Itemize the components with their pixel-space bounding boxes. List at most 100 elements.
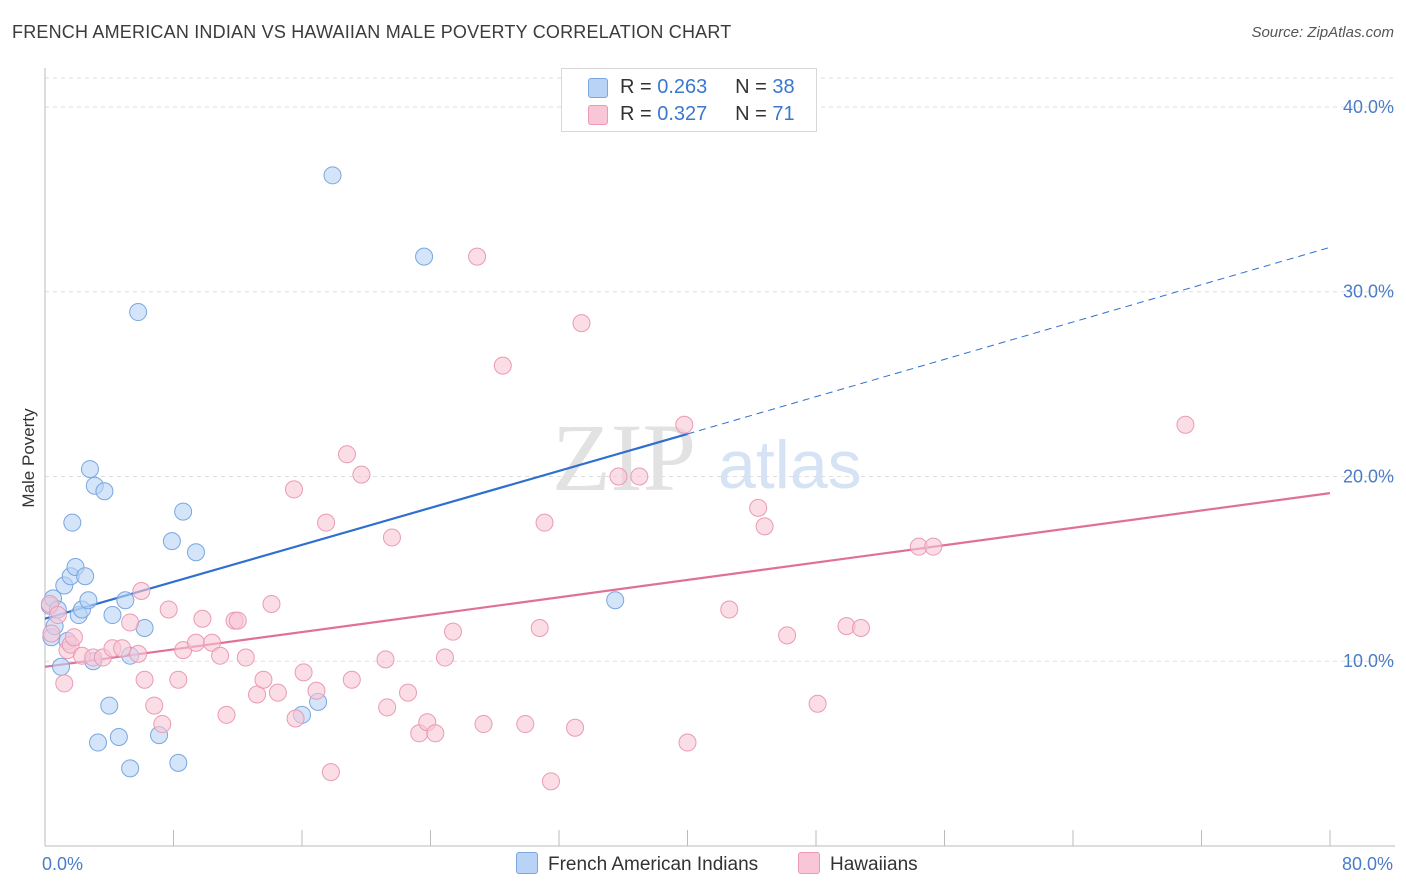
data-point xyxy=(80,460,99,479)
data-point xyxy=(135,670,154,689)
x-tick-label: 0.0% xyxy=(42,854,83,874)
data-point xyxy=(755,517,774,536)
data-point xyxy=(76,567,95,586)
chart-title: FRENCH AMERICAN INDIAN VS HAWAIIAN MALE … xyxy=(12,22,732,42)
legend-row-hawaiians: R = 0.327 N = 71 xyxy=(562,101,816,127)
correlation-legend: R = 0.263 N = 38 R = 0.327 N = 71 xyxy=(561,68,817,132)
y-tick-label: 30.0% xyxy=(1343,282,1394,302)
series-legend-french-american-indians[interactable]: French American Indians xyxy=(516,852,758,876)
legend-swatch-blue xyxy=(588,78,608,98)
data-point xyxy=(286,709,305,728)
legend-row-french-american-indians: R = 0.263 N = 38 xyxy=(562,74,816,100)
data-point xyxy=(307,681,326,700)
trend-line-extension-french-american-indians xyxy=(687,246,1331,435)
data-point xyxy=(378,698,397,717)
data-point xyxy=(129,303,148,322)
data-point xyxy=(79,591,98,610)
data-point xyxy=(169,670,188,689)
data-point xyxy=(675,415,694,434)
data-point xyxy=(720,600,739,619)
data-points xyxy=(40,166,1195,791)
data-point xyxy=(64,628,83,647)
series-french-american-indians-points xyxy=(40,166,625,778)
data-point xyxy=(342,670,361,689)
data-point xyxy=(337,445,356,464)
data-point xyxy=(100,696,119,715)
trend-line-hawaiians xyxy=(44,492,1331,668)
legend-n-label: N = xyxy=(735,76,767,98)
data-point xyxy=(516,715,535,734)
legend-r-label: R = xyxy=(620,103,652,125)
data-point xyxy=(193,609,212,628)
data-point xyxy=(236,648,255,667)
data-point xyxy=(186,543,205,562)
data-point xyxy=(541,772,560,791)
watermark-zip: ZIP xyxy=(552,404,696,511)
legend-swatch-pink xyxy=(588,105,608,125)
data-point xyxy=(323,166,342,185)
data-point xyxy=(89,733,108,752)
y-tick-label: 40.0% xyxy=(1343,97,1394,117)
data-point xyxy=(48,606,67,625)
legend-r-label: R = xyxy=(620,76,652,98)
data-point xyxy=(211,646,230,665)
data-point xyxy=(63,513,82,532)
data-point xyxy=(174,502,193,521)
legend-r-value: 0.327 xyxy=(657,103,708,125)
zipatlas-watermark: ZIP atlas xyxy=(552,404,862,511)
data-point xyxy=(228,611,247,630)
data-point xyxy=(55,674,74,693)
data-point xyxy=(609,467,628,486)
data-point xyxy=(426,724,445,743)
series-hawaiians-points xyxy=(40,247,1195,791)
data-point xyxy=(399,683,418,702)
data-point xyxy=(262,594,281,613)
data-point xyxy=(186,633,205,652)
series-legend-hawaiians[interactable]: Hawaiians xyxy=(798,852,918,876)
data-point xyxy=(284,480,303,499)
gridlines xyxy=(45,77,1395,662)
data-point xyxy=(42,624,61,643)
data-point xyxy=(924,537,943,556)
axes xyxy=(44,68,1395,847)
data-point xyxy=(778,626,797,645)
data-point xyxy=(52,657,71,676)
series-name: Hawaiians xyxy=(830,854,918,875)
data-point xyxy=(535,513,554,532)
data-point xyxy=(121,613,140,632)
data-point xyxy=(103,606,122,625)
series-swatch-pink xyxy=(798,852,820,874)
data-point xyxy=(851,618,870,637)
data-point xyxy=(572,314,591,333)
data-point xyxy=(321,763,340,782)
data-point xyxy=(808,694,827,713)
y-axis-label: Male Poverty xyxy=(19,408,38,508)
data-point xyxy=(493,356,512,375)
data-point xyxy=(630,467,649,486)
trend-lines xyxy=(44,246,1331,668)
data-point xyxy=(294,663,313,682)
data-point xyxy=(678,733,697,752)
data-point xyxy=(169,753,188,772)
data-point xyxy=(749,498,768,517)
legend-r-value: 0.263 xyxy=(657,76,708,98)
data-point xyxy=(95,482,114,501)
data-point xyxy=(1176,415,1195,434)
trend-line-french-american-indians xyxy=(44,432,688,620)
data-point xyxy=(121,759,140,778)
data-point xyxy=(530,618,549,637)
y-tick-label: 10.0% xyxy=(1343,651,1394,671)
data-point xyxy=(116,591,135,610)
data-point xyxy=(415,247,434,266)
data-point xyxy=(376,650,395,669)
data-point xyxy=(113,639,132,658)
data-point xyxy=(153,715,172,734)
data-point xyxy=(159,600,178,619)
data-point xyxy=(382,528,401,547)
legend-n-value: 38 xyxy=(772,76,795,98)
data-point xyxy=(317,513,336,532)
series-swatch-blue xyxy=(516,852,538,874)
data-point xyxy=(254,670,273,689)
data-point xyxy=(162,532,181,551)
